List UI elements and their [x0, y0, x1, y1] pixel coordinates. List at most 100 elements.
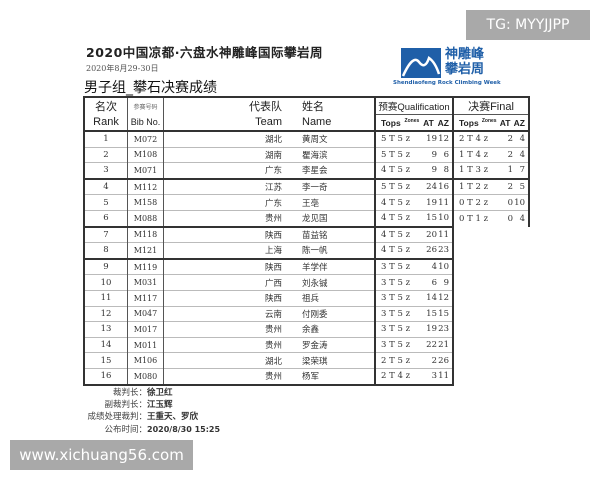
- rank-cell: 5: [83, 194, 128, 211]
- event-logo: 神雕峰 攀岩周 Shendiaofeng Rock Climbing Week: [393, 46, 508, 90]
- qual-az: 12: [438, 293, 449, 304]
- qual-az: 10: [438, 213, 449, 224]
- rank-cell: 15: [83, 352, 128, 369]
- table-row: 7 M118 陕西 苗益铭 4 T 5 z 2011: [83, 225, 529, 243]
- footer-results-judge: 成绩处理裁判：王重天、罗欣: [87, 412, 199, 422]
- bib-cell: M031: [127, 274, 164, 291]
- qual-at: 15: [426, 308, 437, 319]
- final-at: 0: [507, 213, 513, 224]
- qual-tops-zones: 5 T 5 z: [381, 182, 411, 193]
- footer-publish-time: 公布时间：2020/8/30 15:25: [104, 425, 221, 435]
- qualification-cell: 3 T 5 z 1515: [374, 305, 454, 322]
- final-at: 2: [507, 182, 513, 193]
- final-cell: [453, 337, 529, 353]
- team-cell: 贵州: [163, 321, 296, 338]
- rank-cell: 4: [83, 177, 128, 195]
- mountain-logo-icon: [401, 48, 441, 78]
- final-cell: [453, 306, 529, 322]
- qual-tops-zones: 2 T 4 z: [381, 371, 411, 382]
- final-az: 4: [519, 134, 525, 145]
- team-cell: 陕西: [163, 257, 296, 275]
- rank-cell: 3: [83, 162, 128, 179]
- name-cell: 羊学伴: [296, 257, 375, 275]
- watermark-bottom: www.xichuang56.com: [10, 440, 193, 470]
- qual-tops-zones: 4 T 5 z: [381, 197, 411, 208]
- logo-text-en: Shendiaofeng Rock Climbing Week: [393, 80, 501, 86]
- final-tops-zones: 2 T 4 z: [459, 134, 489, 145]
- bib-cell: M112: [127, 177, 164, 195]
- final-at: 2: [507, 134, 513, 145]
- team-cell: 陕西: [163, 225, 296, 243]
- rank-cell: 11: [83, 289, 128, 307]
- logo-text-cn-1: 神雕峰: [445, 47, 485, 62]
- name-cell: 陈一帆: [296, 242, 375, 259]
- team-cell: 云南: [163, 305, 296, 322]
- name-cell: 罗金涛: [296, 336, 375, 353]
- qual-at: 24: [426, 182, 437, 193]
- qual-tops-zones: 5 T 5 z: [381, 149, 411, 160]
- qual-at: 15: [426, 213, 437, 224]
- rank-cell: 13: [83, 321, 128, 338]
- qual-az: 21: [438, 340, 449, 351]
- qual-az: 9: [443, 277, 449, 288]
- az-header: AZ: [513, 117, 525, 128]
- qual-az: 6: [443, 149, 449, 160]
- table-row: 13 M017 贵州 余鑫 3 T 5 z 1923: [83, 321, 529, 338]
- final-tops-zones: 0 T 2 z: [459, 197, 489, 208]
- bib-cell: M011: [127, 336, 164, 353]
- qual-tops-zones: 3 T 5 z: [381, 277, 411, 288]
- qualification-subheader: Tops Zones AT AZ: [374, 114, 454, 131]
- qual-tops-zones: 4 T 5 z: [381, 213, 411, 224]
- final-az: 4: [519, 213, 525, 224]
- name-cell: 龙见国: [296, 209, 375, 227]
- rank-cell: 12: [83, 305, 128, 322]
- table-row: 12 M047 云南 付刚委 3 T 5 z 1515: [83, 305, 529, 322]
- qual-az: 26: [438, 355, 449, 366]
- bib-cell: M072: [127, 129, 164, 148]
- qual-az: 12: [438, 134, 449, 145]
- team-cell: 贵州: [163, 336, 296, 353]
- results-subtitle: 男子组_攀石决赛成绩: [84, 80, 217, 96]
- zones-header: Zones: [481, 117, 497, 124]
- at-header: AT: [499, 117, 511, 128]
- final-cell: [453, 259, 529, 275]
- bib-cell: M047: [127, 305, 164, 322]
- name-cell: 付刚委: [296, 305, 375, 322]
- final-subheader: Tops Zones AT AZ: [453, 114, 530, 131]
- bib-header-cn: 参赛号码: [127, 96, 164, 115]
- qual-az: 11: [438, 371, 449, 382]
- final-az: 4: [519, 149, 525, 160]
- rank-cell: 14: [83, 336, 128, 353]
- final-cell: [453, 322, 529, 338]
- final-az: 5: [519, 182, 525, 193]
- bib-cell: M080: [127, 367, 164, 386]
- qual-az: 16: [438, 182, 449, 193]
- team-cell: 江苏: [163, 177, 296, 195]
- bib-header-en: Bib No.: [127, 114, 164, 131]
- tops-header: Tops: [459, 117, 479, 128]
- final-cell: [453, 290, 529, 306]
- team-header-cn: 代表队: [163, 96, 296, 115]
- bib-cell: M108: [127, 146, 164, 163]
- team-cell: 广西: [163, 274, 296, 291]
- bib-cell: M119: [127, 257, 164, 275]
- rank-cell: 2: [83, 146, 128, 163]
- name-header-en: Name: [302, 116, 332, 129]
- table-row: 5 M158 广东 王亳 4 T 5 z 1911 0 T 2 z 010: [83, 194, 530, 211]
- tops-header: Tops: [381, 117, 401, 128]
- qual-at: 4: [431, 262, 437, 273]
- event-title: 2020中国凉都·六盘水神雕峰国际攀岩周: [86, 45, 324, 60]
- bib-cell: M106: [127, 352, 164, 369]
- final-at: 0: [507, 197, 513, 208]
- name-cell: 祖兵: [296, 289, 375, 307]
- qual-az: 23: [438, 245, 449, 256]
- qual-at: 20: [426, 229, 437, 240]
- qual-at: 19: [426, 197, 437, 208]
- at-header: AT: [423, 117, 434, 128]
